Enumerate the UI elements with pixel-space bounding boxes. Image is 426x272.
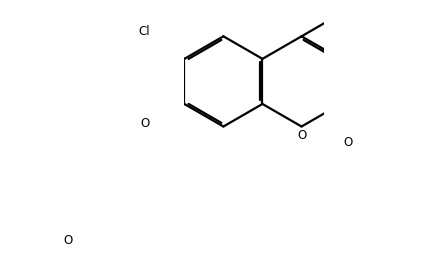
Text: O: O — [296, 129, 305, 143]
Text: O: O — [63, 234, 72, 247]
Text: O: O — [141, 117, 150, 130]
Text: O: O — [343, 136, 352, 149]
Text: Cl: Cl — [138, 25, 150, 38]
